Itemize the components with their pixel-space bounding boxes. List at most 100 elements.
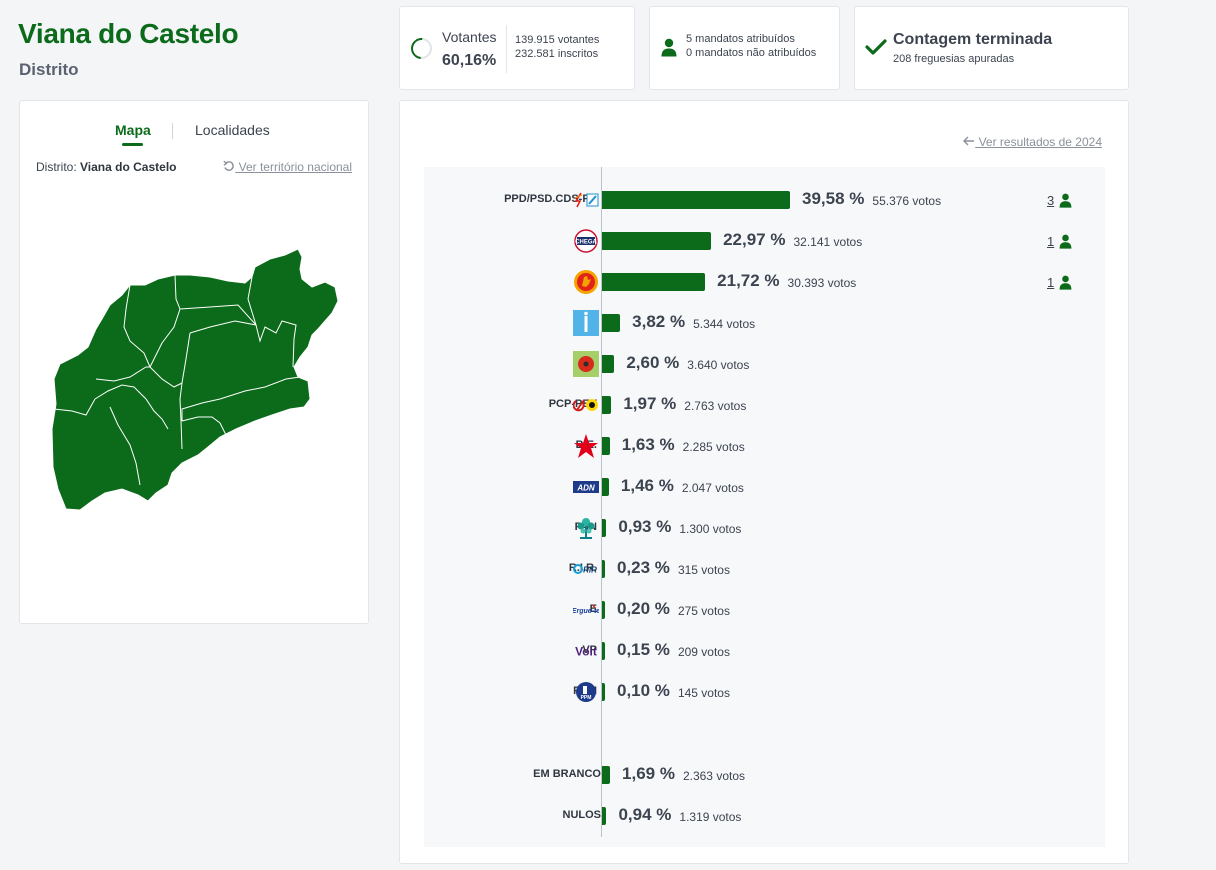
result-bar (602, 519, 607, 537)
result-row: NULOS 0,94 % 1.319 votos (424, 801, 1105, 831)
result-bar (602, 437, 610, 455)
svg-text:Ergue-te: Ergue-te (573, 608, 599, 615)
person-icon (1059, 193, 1072, 208)
district-name: Viana do Castelo (80, 160, 177, 174)
result-row: L2,60 %3.640 votos (424, 349, 1105, 379)
svg-text:Volt: Volt (575, 645, 597, 659)
mandates-card: 5 mandatos atribuídos 0 mandatos não atr… (649, 6, 840, 90)
result-row: E Ergue-te 0,20 % 275 votos (424, 595, 1105, 625)
tab-divider (172, 123, 173, 139)
result-bar (602, 396, 612, 414)
result-votes: 2.285 votos (682, 440, 745, 454)
svg-text:PPM: PPM (581, 695, 592, 701)
district-map-shape (51, 249, 339, 511)
svg-text:RIR: RIR (583, 566, 597, 575)
voters-count: 139.915 votantes (515, 34, 600, 46)
il-logo (573, 310, 599, 336)
seats-link[interactable]: 1 (1047, 275, 1055, 290)
municipality-borders (53, 274, 301, 486)
party-name: NULOS (562, 809, 602, 821)
seats-link[interactable]: 1 (1047, 234, 1055, 249)
party-name: E (589, 603, 597, 615)
result-bar (602, 642, 605, 660)
result-row: PPMPPM0,10 %145 votos (424, 677, 1105, 707)
result-row: EM BRANCO 1,69 % 2.363 votos (424, 760, 1105, 790)
result-percentage: 3,82 % (632, 312, 686, 331)
results-panel: Ver resultados de 2024 PPD/PSD.CDS-PP 39,… (399, 100, 1129, 864)
result-row: B.E.1,63 %2.285 votos (424, 431, 1105, 461)
psd-cds-logo (573, 187, 599, 213)
result-percentage: 0,20 % (617, 599, 670, 618)
result-bar (602, 478, 609, 496)
result-percentage: 21,72 % (717, 271, 780, 290)
result-votes: 2.363 votos (682, 769, 745, 783)
undo-icon (223, 160, 235, 171)
map-panel: Mapa Localidades Distrito: Viana do Cast… (19, 100, 369, 624)
party-name: VP (582, 644, 597, 656)
district-map[interactable] (50, 249, 340, 514)
result-row: ADNADN1,46 %2.047 votos (424, 472, 1105, 502)
svg-text:CHEGA: CHEGA (575, 240, 597, 246)
svg-text:ADN: ADN (576, 484, 595, 493)
result-bar (602, 232, 712, 250)
check-icon (865, 39, 887, 55)
tab-map[interactable]: Mapa (115, 122, 151, 138)
district-breadcrumb: Distrito: Viana do Castelo (36, 160, 177, 174)
pcp-pev-logo (573, 392, 599, 418)
result-votes: 275 votos (677, 604, 730, 618)
result-votes: 55.376 votos (872, 194, 942, 208)
result-percentage: 0,93 % (618, 517, 672, 536)
livre-logo (573, 351, 599, 377)
result-bar (602, 766, 611, 784)
parishes-counted: 208 freguesias apuradas (893, 53, 1015, 65)
result-percentage: 22,97 % (723, 230, 786, 249)
result-bar (602, 807, 607, 825)
chega-logo: CHEGA (573, 228, 599, 254)
result-percentage: 39,58 % (802, 189, 865, 208)
tab-localities[interactable]: Localidades (195, 122, 270, 138)
ppm-logo: PPM (573, 679, 599, 705)
mandates-assigned: 5 mandatos atribuídos (686, 33, 795, 45)
ps-logo (573, 269, 599, 295)
result-bar (602, 355, 615, 373)
result-bar (602, 273, 706, 291)
count-status-title: Contagem terminada (893, 31, 1053, 48)
be-logo (573, 433, 599, 459)
page-subtitle: Distrito (19, 60, 79, 79)
national-territory-link[interactable]: Ver território nacional (223, 160, 352, 174)
result-bar (602, 560, 605, 578)
result-votes: 1.300 votos (679, 522, 742, 536)
national-territory-label: Ver território nacional (238, 160, 352, 174)
result-row: VP Volt 0,15 % 209 votos (424, 636, 1105, 666)
result-row: IL3,82 %5.344 votos (424, 308, 1105, 338)
turnout-label: Votantes (442, 29, 497, 45)
person-icon (1059, 234, 1072, 249)
result-votes: 145 votos (677, 686, 730, 700)
turnout-percentage: 60,16% (442, 52, 497, 69)
previous-results-link[interactable]: Ver resultados de 2024 (963, 135, 1102, 149)
arrow-left-icon (963, 136, 975, 146)
result-percentage: 0,10 % (617, 681, 670, 700)
result-percentage: 1,63 % (621, 435, 675, 454)
result-row: PPD/PSD.CDS-PP 39,58 % 55.376 votos 3 (424, 185, 1105, 215)
volt-logo: Volt (573, 638, 599, 664)
result-votes: 209 votos (677, 645, 730, 659)
result-bar (602, 314, 621, 332)
party-name: PPD/PSD.CDS-PP (504, 193, 597, 205)
turnout-ring-icon (406, 33, 437, 64)
district-label: Distrito: (36, 160, 77, 174)
person-icon (1059, 275, 1072, 290)
pan-logo (573, 515, 599, 541)
ergue-te-logo: Ergue-te (573, 597, 599, 623)
party-name: EM BRANCO (533, 768, 601, 780)
result-percentage: 0,15 % (617, 640, 670, 659)
result-percentage: 1,46 % (620, 476, 674, 495)
seats-link[interactable]: 3 (1047, 193, 1055, 208)
mandates-unassigned: 0 mandatos não atribuídos (686, 47, 817, 59)
result-bar (602, 191, 790, 209)
result-row: PAN0,93 %1.300 votos (424, 513, 1105, 543)
result-percentage: 0,23 % (617, 558, 670, 577)
